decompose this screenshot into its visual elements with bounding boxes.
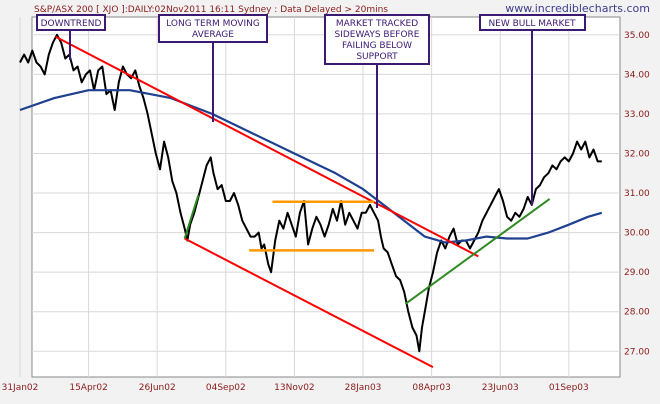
site-url[interactable]: www.incrediblecharts.com xyxy=(505,2,650,15)
callout-bull-market: NEW BULL MARKET xyxy=(479,14,586,205)
y-tick-label: 29.00 xyxy=(624,268,650,278)
callout-sideways-line1: MARKET TRACKED xyxy=(336,19,418,29)
callout-sideways-line4: SUPPORT xyxy=(356,52,398,62)
x-tick-label: 23Jun03 xyxy=(482,383,519,393)
downtrend-trendline xyxy=(55,35,479,258)
chart-info-header: S&P/ASX 200 [ XJO ]:DAILY:02Nov2011 16:1… xyxy=(34,5,388,15)
x-tick-label: 13Nov02 xyxy=(274,383,314,393)
y-tick-label: 28.00 xyxy=(624,308,650,318)
y-tick-label: 33.00 xyxy=(624,110,650,120)
y-tick-label: 31.00 xyxy=(624,189,650,199)
x-tick-label: 04Sep02 xyxy=(206,383,246,393)
trend-layer xyxy=(55,35,551,368)
callout-moving-average: LONG TERM MOVING AVERAGE xyxy=(158,14,268,122)
downtrend-trendline xyxy=(184,237,434,368)
uptrend-trendline xyxy=(404,198,551,305)
uptrend-trendline xyxy=(183,194,200,239)
callout-ma-line2: AVERAGE xyxy=(192,30,234,40)
x-tick-label: 31Jan02 xyxy=(2,383,39,393)
callout-sideways-line2: SIDEWAYS BEFORE xyxy=(335,30,420,40)
y-tick-label: 30.00 xyxy=(624,229,650,239)
x-tick-label: 15Apr02 xyxy=(69,383,107,393)
callout-downtrend: DOWNTREND xyxy=(36,14,106,60)
callout-downtrend-text: DOWNTREND xyxy=(41,19,102,29)
y-tick-label: 35.00 xyxy=(624,31,650,41)
callout-sideways-line3: FAILING BELOW xyxy=(342,41,412,51)
x-tick-label: 01Sep03 xyxy=(549,383,589,393)
tick-layer: 27.00 28.00 29.00 30.00 31.00 32.00 33.00 34.00… xyxy=(2,31,650,393)
x-tick-label: 26Jun02 xyxy=(139,383,176,393)
x-tick-label: 08Apr03 xyxy=(412,383,450,393)
callout-bull-text: NEW BULL MARKET xyxy=(488,19,576,29)
y-tick-label: 34.00 xyxy=(624,70,650,80)
callout-ma-line1: LONG TERM MOVING xyxy=(166,19,260,29)
callout-sideways: MARKET TRACKED SIDEWAYS BEFORE FAILING B… xyxy=(324,14,430,208)
y-tick-label: 27.00 xyxy=(624,347,650,357)
y-tick-label: 32.00 xyxy=(624,149,650,159)
price-series-line xyxy=(19,33,602,353)
x-tick-label: 28Jan03 xyxy=(345,383,382,393)
